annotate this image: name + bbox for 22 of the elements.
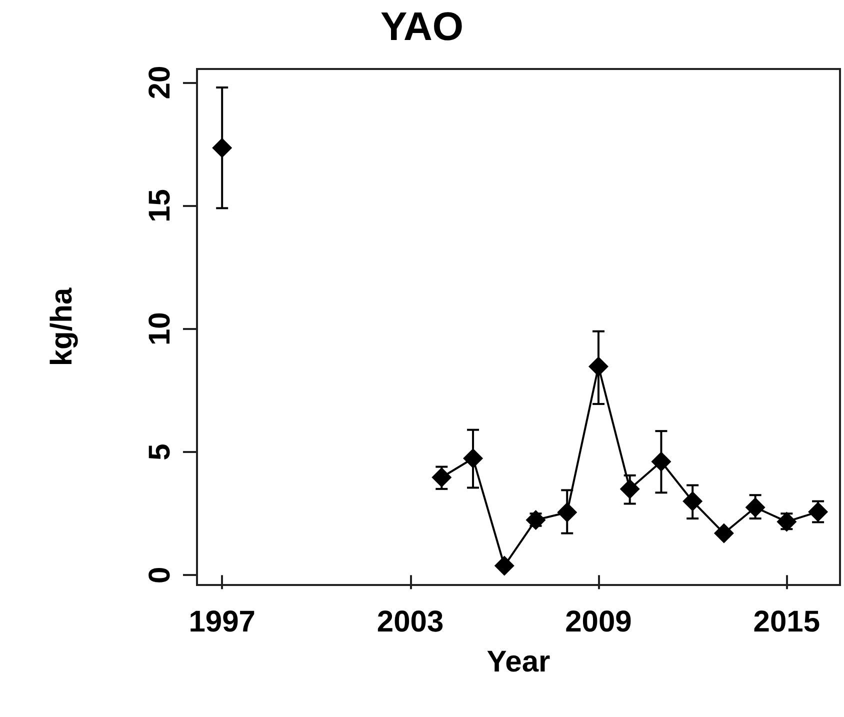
x-axis-title: Year bbox=[486, 646, 551, 678]
point bbox=[682, 491, 703, 512]
x-tick-label: 1997 bbox=[188, 606, 256, 638]
point bbox=[463, 448, 484, 468]
x-tick-label: 2003 bbox=[376, 606, 444, 638]
y-tick-label: 10 bbox=[144, 312, 176, 346]
point bbox=[557, 502, 578, 522]
point bbox=[212, 138, 232, 158]
x-tick-label: 2009 bbox=[565, 606, 632, 638]
point bbox=[588, 356, 608, 377]
point bbox=[714, 523, 734, 544]
x-tick-label: 2015 bbox=[753, 606, 820, 638]
point bbox=[494, 556, 514, 576]
y-tick-label: 5 bbox=[144, 444, 176, 460]
y-tick-label: 20 bbox=[144, 66, 176, 100]
point bbox=[620, 478, 640, 499]
y-tick-label: 15 bbox=[144, 189, 176, 222]
y-axis-title: kg/ha bbox=[46, 288, 78, 366]
chart-title: YAO bbox=[380, 5, 464, 49]
y-tick-label: 0 bbox=[144, 566, 176, 584]
point bbox=[651, 452, 672, 472]
point bbox=[432, 467, 452, 488]
